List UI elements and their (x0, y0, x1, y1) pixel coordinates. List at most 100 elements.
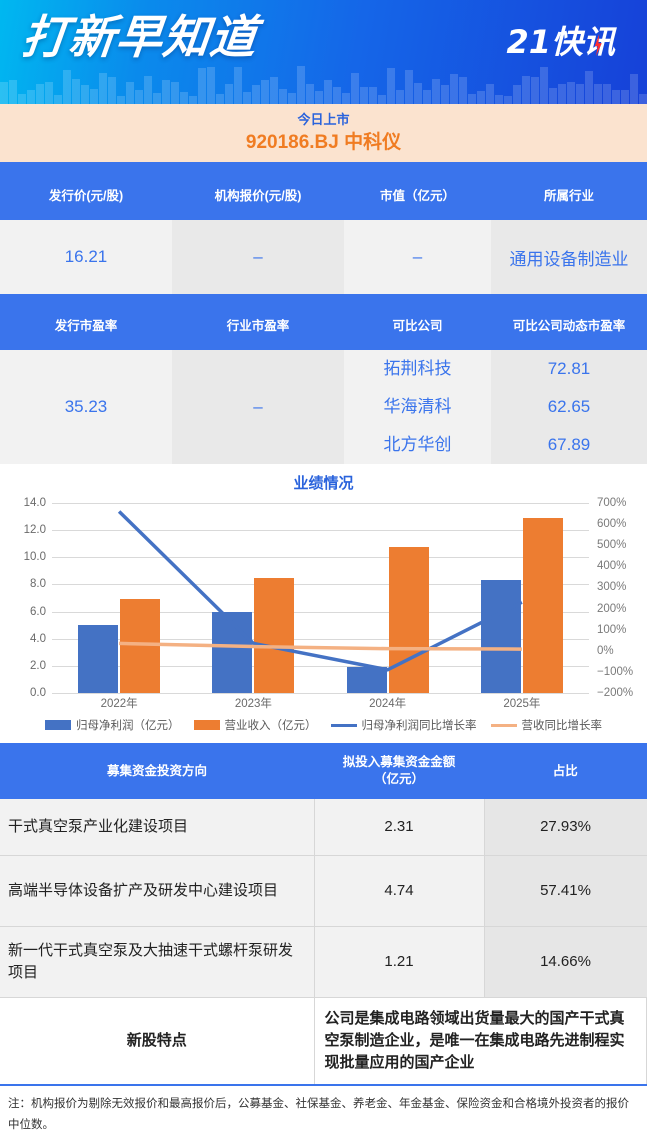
col-issue-price: 发行价(元/股) (0, 168, 172, 220)
today-listing-bar: 今日上市 920186.BJ 中科仪 (0, 104, 647, 168)
chart-gridline (52, 693, 589, 694)
chart-y-tick-right: 100% (597, 623, 627, 636)
cell-peer-pe: 72.81 (491, 350, 647, 388)
legend-item[interactable]: 营业收入（亿元） (193, 717, 317, 733)
table-row: 干式真空泵产业化建设项目 2.31 27.93% (0, 799, 647, 856)
col-market-cap: 市值（亿元） (344, 168, 491, 220)
feature-text: 公司是集成电路领域出货量最大的国产干式真空泵制造企业，是唯一在集成电路先进制程实… (314, 997, 647, 1084)
chart-y-tick-left: 0.0 (30, 687, 46, 699)
chart-y-tick-right: 0% (597, 644, 614, 657)
chart-y-tick-left: 2.0 (30, 659, 46, 672)
chart-x-tick: 2023年 (234, 698, 272, 710)
performance-chart: 业绩情况 2022年 2023年 2024年 2025年 0.0 2.0 4.0 6.0 8.… (0, 464, 647, 743)
cell-peer-name: 拓荆科技 (344, 350, 491, 388)
legend-label: 归母净利润同比增长率 (361, 720, 477, 732)
chart-bar (346, 666, 387, 693)
cell-project-pct: 57.41% (484, 855, 647, 927)
table-header-row: 发行价(元/股) 机构报价(元/股) 市值（亿元） 所属行业 (0, 168, 647, 220)
legend-label: 营业收入（亿元） (224, 720, 317, 732)
chart-gridline (52, 638, 589, 640)
chart-y-tick-left: 14.0 (23, 497, 46, 509)
col-industry: 所属行业 (491, 168, 647, 220)
cell-project-name: 干式真空泵产业化建设项目 (0, 799, 315, 856)
col-institution-price: 机构报价(元/股) (172, 168, 344, 220)
table-row: 北方华创 67.89 (0, 426, 647, 464)
table-row: 35.23 – 拓荆科技 72.81 (0, 350, 647, 464)
lightning-bolt-icon (594, 34, 602, 56)
chart-gridline (52, 584, 589, 586)
chart-bar (388, 547, 429, 693)
chart-y-tick-right: 700% (597, 497, 627, 509)
chart-legend: 归母净利润（亿元） 营业收入（亿元） 归母净利润同比增长率 营收同比增长率 (0, 717, 647, 743)
col-peer-pe: 可比公司动态市盈率 (491, 298, 647, 350)
cell-issue-pe: 35.23 (0, 350, 172, 464)
chart-y-tick-right: 300% (597, 581, 627, 594)
cell-peer-pe: 62.65 (491, 388, 647, 426)
table-header-row: 发行市盈率 行业市盈率 可比公司 可比公司动态市盈率 (0, 298, 647, 350)
chart-gridline (52, 530, 589, 532)
legend-item[interactable]: 归母净利润（亿元） (45, 717, 180, 733)
fund-amount-line1: 拟投入募集资金金额 (342, 755, 456, 769)
cell-project-amount: 2.31 (314, 799, 485, 856)
legend-swatch (45, 720, 71, 730)
chart-line (119, 641, 522, 651)
chart-y-tick-right: 600% (597, 518, 627, 531)
footnote: 注：机构报价为剔除无效报价和最高报价后，公募基金、社保基金、养老金、年金基金、保… (0, 1084, 647, 1142)
cell-industry: 通用设备制造业 (491, 220, 647, 294)
feature-label: 新股特点 (0, 997, 315, 1084)
fund-usage-table: 募集资金投资方向 拟投入募集资金金额 （亿元） 占比 干式真空泵产业化建设项目 … (0, 743, 647, 1084)
legend-item[interactable]: 归母净利润同比增长率 (330, 717, 477, 733)
table-row: 高端半导体设备扩产及研发中心建设项目 4.74 57.41% (0, 855, 647, 927)
cell-project-pct: 27.93% (484, 799, 647, 856)
chart-x-tick: 2022年 (100, 698, 138, 710)
chart-y-tick-right: 400% (597, 560, 627, 573)
col-issue-pe: 发行市盈率 (0, 298, 172, 350)
table-row: 华海清科 62.65 (0, 388, 647, 426)
cell-project-pct: 14.66% (484, 926, 647, 998)
cell-peer-name: 华海清科 (344, 388, 491, 426)
header-banner: 打新早知道 21快讯 (0, 0, 647, 104)
chart-y-tick-right: −200% (597, 687, 634, 699)
pe-ratio-table: 发行市盈率 行业市盈率 可比公司 可比公司动态市盈率 35.23 – 拓荆科技 … (0, 298, 647, 464)
cell-project-name: 新一代干式真空泵及大抽速干式螺杆泵研发项目 (0, 926, 315, 998)
fund-amount-line2: （亿元） (373, 772, 424, 786)
table-row: 16.21 – – 通用设备制造业 (0, 220, 647, 294)
banner-bar-decoration (0, 66, 647, 104)
chart-bar (522, 517, 563, 693)
legend-swatch (330, 723, 357, 727)
chart-bar (78, 625, 119, 693)
legend-item[interactable]: 营收同比增长率 (490, 717, 603, 733)
legend-label: 归母净利润（亿元） (76, 720, 180, 732)
cell-market-cap: – (344, 220, 491, 294)
chart-gridline (52, 503, 589, 504)
legend-label: 营收同比增长率 (521, 720, 603, 732)
issue-info-table: 发行价(元/股) 机构报价(元/股) 市值（亿元） 所属行业 16.21 – –… (0, 168, 647, 294)
col-fund-pct: 占比 (484, 743, 647, 799)
chart-bar (480, 579, 521, 693)
chart-line (117, 510, 523, 672)
chart-x-axis-labels: 2022年 2023年 2024年 2025年 (52, 695, 589, 711)
chart-gridline (52, 665, 589, 667)
cell-project-amount: 4.74 (314, 855, 485, 927)
chart-y-tick-left: 8.0 (30, 578, 46, 591)
logo-21kuaixun: 21快讯 (506, 23, 615, 61)
col-peer-company: 可比公司 (344, 298, 491, 350)
chart-y-tick-right: 200% (597, 602, 627, 615)
col-fund-amount: 拟投入募集资金金额 （亿元） (314, 743, 484, 799)
cell-industry-pe: – (172, 350, 344, 464)
chart-title: 业绩情况 (293, 475, 354, 492)
table-header-row: 募集资金投资方向 拟投入募集资金金额 （亿元） 占比 (0, 743, 647, 799)
cell-issue-price: 16.21 (0, 220, 172, 294)
cell-peer-name: 北方华创 (344, 426, 491, 464)
table-row: 新一代干式真空泵及大抽速干式螺杆泵研发项目 1.21 14.66% (0, 926, 647, 998)
chart-y-tick-left: 10.0 (23, 551, 46, 564)
chart-y-tick-left: 4.0 (30, 632, 46, 645)
chart-y-tick-left: 12.0 (23, 524, 46, 537)
chart-y-tick-right: 500% (597, 539, 627, 552)
chart-plot-area: 2022年 2023年 2024年 2025年 0.0 2.0 4.0 6.0 8.0 10.0… (0, 497, 647, 710)
col-fund-direction: 募集资金投资方向 (0, 743, 314, 799)
chart-y-tick-left: 6.0 (30, 605, 46, 618)
cell-institution-price: – (172, 220, 344, 294)
col-industry-pe: 行业市盈率 (172, 298, 344, 350)
legend-swatch (193, 720, 220, 730)
